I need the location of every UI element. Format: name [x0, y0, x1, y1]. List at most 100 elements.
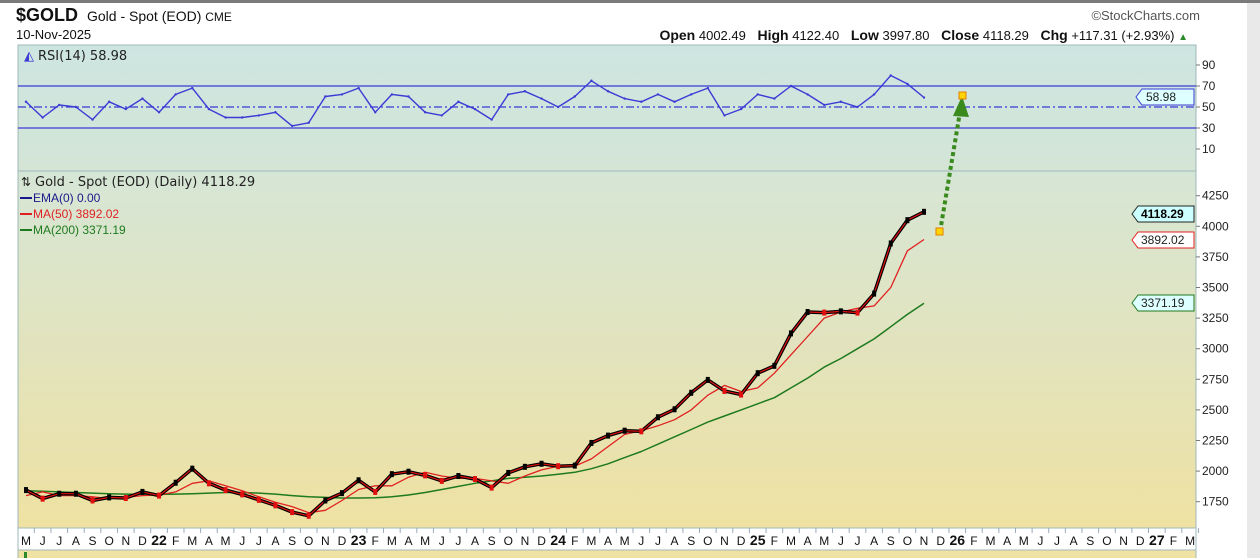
x-tick-label: N	[720, 534, 729, 548]
price-bar	[356, 477, 361, 484]
svg-text:3892.02: 3892.02	[1141, 233, 1185, 247]
x-tick-label: D	[537, 534, 546, 548]
rsi-point	[107, 100, 111, 103]
annotation-arrowhead	[953, 96, 969, 117]
ticker-name: Gold - Spot (EOD) CME	[87, 8, 232, 24]
rsi-point	[290, 124, 294, 128]
close-value-tag: 4118.29	[1131, 205, 1195, 223]
price-bar	[805, 308, 810, 315]
rsi-point	[523, 90, 527, 93]
x-tick-label: O	[1102, 534, 1111, 548]
rsi-point	[58, 103, 61, 107]
x-tick-label: J	[256, 534, 262, 548]
price-bar	[539, 460, 544, 467]
rsi-point	[922, 96, 926, 99]
price-tick-label: 4000	[1202, 219, 1229, 233]
price-bar	[622, 427, 627, 434]
rsi-point	[240, 116, 244, 119]
rsi-point	[174, 93, 177, 96]
price-bar	[739, 391, 744, 398]
price-bar	[705, 376, 710, 383]
rsi-point	[806, 93, 809, 96]
rsi-point	[124, 107, 127, 111]
rsi-point	[507, 93, 510, 96]
x-tick-label: M	[586, 534, 596, 548]
rsi-point	[540, 97, 543, 100]
price-bar	[855, 309, 860, 316]
x-tick-label: A	[671, 534, 679, 548]
price-bar	[157, 492, 162, 499]
x-tick-label: 25	[750, 532, 766, 548]
x-tick-label: F	[1170, 534, 1177, 548]
svg-text:58.98: 58.98	[1146, 90, 1176, 104]
price-bar	[872, 290, 877, 297]
price-bar	[506, 469, 511, 476]
x-tick-label: D	[936, 534, 945, 548]
x-tick-label: O	[504, 534, 513, 548]
x-tick-label: S	[1086, 534, 1094, 548]
ma200-value-tag: 3371.19	[1131, 294, 1195, 312]
instrument-name: Gold - Spot (EOD)	[87, 8, 202, 24]
x-tick-label: F	[571, 534, 578, 548]
x-tick-label: A	[604, 534, 612, 548]
copyright[interactable]: ©StockCharts.com	[1091, 8, 1200, 23]
x-tick-label: J	[1054, 534, 1060, 548]
annotation-handle-start[interactable]	[935, 227, 944, 236]
price-bar	[755, 370, 760, 377]
price-bar	[672, 406, 677, 413]
x-tick-label: N	[920, 534, 929, 548]
change-label: Chg	[1040, 27, 1068, 43]
price-bar	[73, 490, 78, 497]
ma50-legend: MA(50) 3892.02	[33, 207, 119, 221]
rsi-point	[823, 103, 826, 107]
price-bar	[256, 496, 261, 503]
x-tick-label: M	[819, 534, 829, 548]
svg-text:3371.19: 3371.19	[1141, 296, 1185, 310]
x-tick-label: O	[903, 534, 912, 548]
rsi-point	[324, 95, 327, 98]
rsi-point	[374, 111, 377, 114]
price-bar	[339, 490, 344, 497]
price-tick-label: 4250	[1202, 189, 1229, 203]
price-tick-label: 3500	[1202, 281, 1229, 295]
ma200-line	[25, 302, 925, 499]
price-bar	[456, 472, 461, 479]
ma200-legend: MA(200) 3371.19	[33, 223, 126, 237]
price-bar	[323, 497, 328, 504]
x-tick-label: M	[387, 534, 397, 548]
ma50-swatch	[20, 213, 32, 215]
x-tick-label: D	[338, 534, 347, 548]
x-tick-label: 23	[351, 532, 367, 548]
annotation-arrow[interactable]	[938, 111, 962, 233]
x-tick-label: F	[372, 534, 379, 548]
up-arrow-icon: ▲	[1178, 32, 1188, 43]
rsi-point	[606, 90, 610, 93]
price-bar	[788, 330, 793, 337]
price-bar	[838, 308, 843, 315]
rsi-point	[839, 100, 843, 103]
rsi-point	[307, 121, 310, 124]
price-bar	[439, 477, 444, 484]
rsi-point	[490, 118, 493, 121]
annotation-handle-end[interactable]	[958, 91, 967, 100]
x-tick-label: D	[138, 534, 147, 548]
price-bar	[722, 387, 727, 394]
x-tick-label: A	[1003, 534, 1011, 548]
price-bar	[40, 495, 45, 502]
x-tick-label: D	[1136, 534, 1145, 548]
price-bar	[556, 463, 561, 470]
x-tick-label: M	[1185, 534, 1195, 548]
open-value: 4002.49	[698, 28, 746, 43]
rsi-icon: ◭	[24, 48, 34, 63]
x-tick-label: J	[838, 534, 844, 548]
rsi-point	[390, 93, 394, 96]
right-margin	[1247, 3, 1260, 558]
price-tick-label: 3000	[1202, 342, 1229, 356]
x-tick-label: M	[986, 534, 996, 548]
x-tick-label: S	[687, 534, 695, 548]
svg-text:4118.29: 4118.29	[1141, 207, 1184, 221]
ohlc-summary: Open 4002.49 High 4122.40 Low 3997.80 Cl…	[651, 27, 1188, 43]
x-tick-label: A	[471, 534, 479, 548]
rsi-point	[556, 105, 560, 109]
